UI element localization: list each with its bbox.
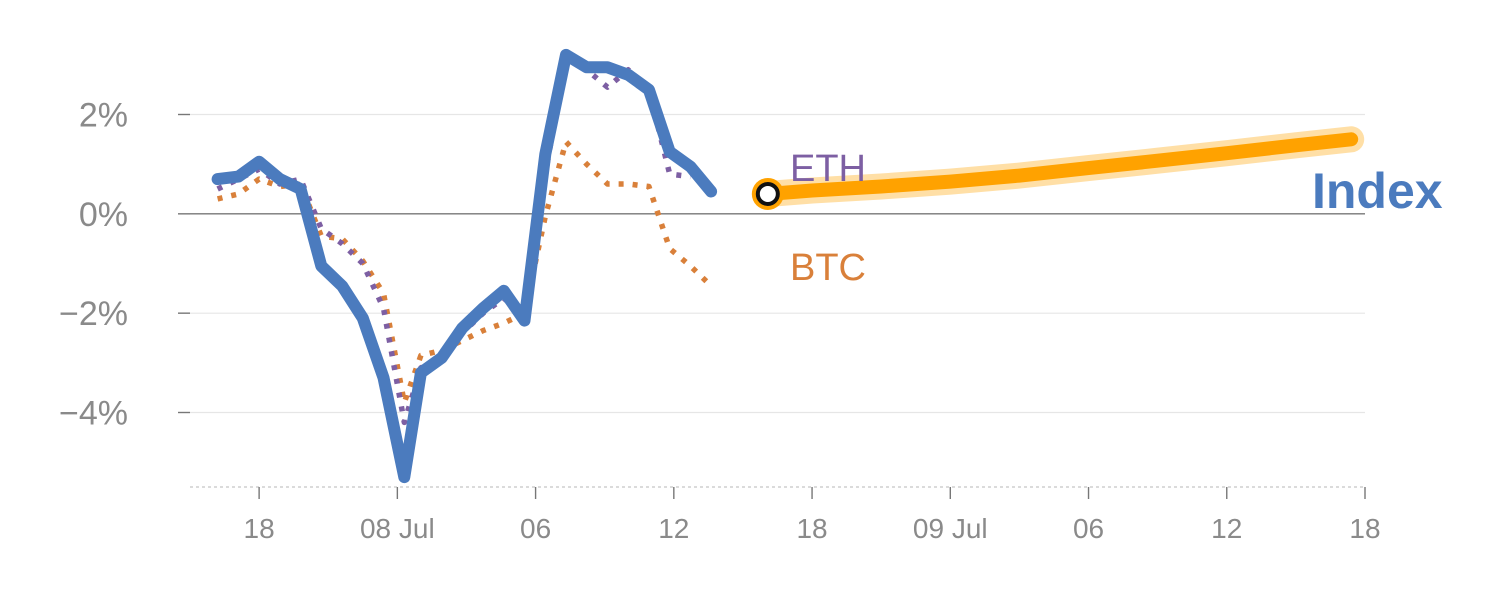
y-tick-label: 2%: [79, 97, 128, 135]
eth-series-line: [216, 54, 691, 426]
index-series-line: [211, 48, 718, 484]
x-tick-label: 12: [1211, 513, 1242, 544]
x-tick-label: 08 Jul: [360, 513, 435, 544]
x-tick-label: 12: [658, 513, 689, 544]
y-tick-label: −4%: [59, 395, 128, 433]
series-labels: ETH BTC Index: [790, 148, 1443, 289]
x-tick-label: 18: [244, 513, 275, 544]
eth-series-label: ETH: [790, 148, 866, 190]
current-point-marker: [755, 181, 780, 206]
y-tick-label: 0%: [79, 196, 128, 234]
x-tick-label: 06: [1073, 513, 1104, 544]
x-tick-label: 06: [520, 513, 551, 544]
btc-series-label: BTC: [790, 247, 866, 289]
index-series-label: Index: [1312, 163, 1443, 219]
y-tick-label: −2%: [59, 295, 128, 333]
x-tick-label: 18: [1349, 513, 1380, 544]
axes: 2% 0% −2% −4% 18 08 Jul 06 12 18 09 Jul 06 12 18: [59, 97, 1381, 545]
series-lines: [211, 48, 1365, 484]
forecast-series-line: [760, 132, 1359, 201]
x-tick-label: 09 Jul: [913, 513, 988, 544]
x-tick-label: 18: [796, 513, 827, 544]
